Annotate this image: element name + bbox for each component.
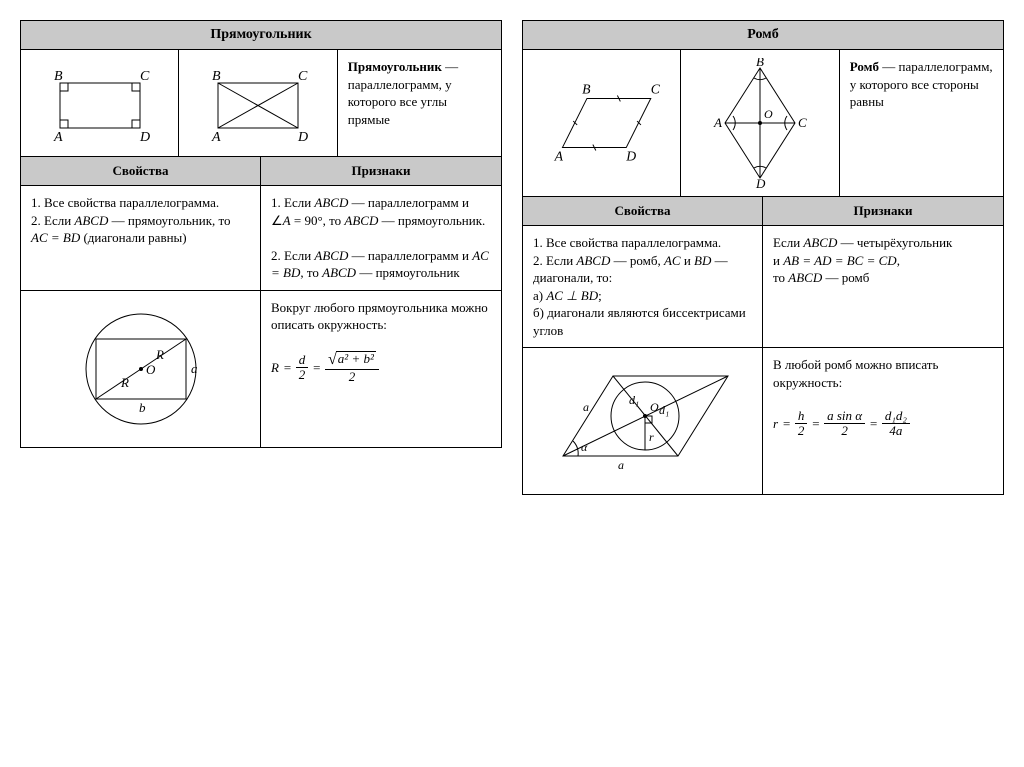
svg-text:D: D: [625, 148, 636, 163]
rect-row-def: B C A D B C A D Прямоугольник — па: [21, 50, 501, 157]
svg-text:d₁: d₁: [629, 393, 639, 407]
rhomb-props-signs: 1. Все свойства параллелограмма. 2. Если…: [523, 226, 1003, 348]
svg-text:A: A: [554, 148, 564, 163]
rhomb-subheaders: Свойства Признаки: [523, 197, 1003, 226]
rhomb-props-text: 1. Все свойства параллелограмма. 2. Если…: [523, 226, 763, 347]
rectangle-title: Прямоугольник: [21, 21, 501, 50]
svg-text:d₁: d₁: [659, 403, 669, 417]
svg-text:a: a: [583, 400, 589, 414]
rhomb-definition: Ромб — параллелограмм, у которого все ст…: [840, 50, 1003, 196]
svg-text:R: R: [120, 375, 129, 390]
rect-def-bold: Прямоугольник: [348, 59, 442, 74]
rhomb-figure-2: B C D A O: [681, 50, 839, 196]
rect-signs-text: 1. Если ABCD — параллелограмм и ∠A = 90°…: [261, 186, 501, 290]
rect-circle-svg: O R R a b: [56, 299, 226, 439]
rhomb-svg-2: B C D A O: [700, 58, 820, 188]
rect-p1: 1. Все свойства параллелограмма.: [31, 195, 219, 210]
svg-text:r: r: [649, 430, 654, 444]
svg-text:O: O: [650, 400, 659, 414]
svg-text:O: O: [764, 107, 773, 121]
rhomb-circle-row: a d₁ d₁ O r α a В любой ромб можно вписа…: [523, 348, 1003, 494]
svg-text:R: R: [155, 347, 164, 362]
rect-circle-fig: O R R a b: [21, 291, 261, 447]
rect-svg-1: B C A D: [40, 58, 160, 148]
rect-figure-angles: B C A D: [21, 50, 179, 156]
rhombus-title: Ромб: [523, 21, 1003, 50]
rhomb-circ-sentence: В любой ромб можно вписать окружность:: [773, 357, 938, 390]
svg-text:C: C: [298, 69, 308, 84]
rect-circle-text: Вокруг любого прямоугольника можно описа…: [261, 291, 501, 447]
svg-text:a: a: [618, 458, 624, 472]
rect-props-text: 1. Все свойства параллелограмма. 2. Если…: [21, 186, 261, 290]
svg-text:D: D: [139, 130, 150, 145]
svg-text:D: D: [297, 130, 308, 145]
svg-text:B: B: [756, 58, 764, 69]
svg-text:b: b: [139, 400, 146, 415]
rhomb-signs-text: Если ABCD — четырёхугольник и AB = AD = …: [763, 226, 1003, 347]
rect-props-header: Свойства: [21, 157, 261, 185]
rect-definition: Прямоугольник — параллелограмм, у которо…: [338, 50, 501, 156]
svg-text:A: A: [713, 115, 722, 130]
svg-text:C: C: [140, 69, 150, 84]
rect-signs-header: Признаки: [261, 157, 501, 185]
rect-props-signs: 1. Все свойства параллелограмма. 2. Если…: [21, 186, 501, 291]
rhomb-props-header: Свойства: [523, 197, 763, 225]
rect-svg-2: B C A D: [198, 58, 318, 148]
svg-text:C: C: [798, 115, 807, 130]
svg-text:B: B: [212, 69, 221, 84]
svg-text:C: C: [651, 82, 661, 97]
svg-text:B: B: [582, 82, 591, 97]
rhomb-circle-text: В любой ромб можно вписать окружность: r…: [763, 348, 1003, 494]
rect-formula: R = d 2 = a² + b² 2: [271, 351, 379, 384]
rhomb-signs-header: Признаки: [763, 197, 1003, 225]
rhomb-circle-fig: a d₁ d₁ O r α a: [523, 348, 763, 494]
rect-circle-row: O R R a b Вокруг любого прямоугольника м…: [21, 291, 501, 447]
svg-text:a: a: [191, 361, 198, 376]
svg-text:B: B: [54, 69, 63, 84]
rhomb-circle-svg: a d₁ d₁ O r α a: [543, 356, 743, 486]
svg-text:A: A: [211, 130, 221, 145]
rect-figure-diag: B C A D: [179, 50, 337, 156]
rhomb-svg-1: B C A D: [533, 73, 670, 173]
svg-text:α: α: [581, 440, 588, 454]
rhomb-def-bold: Ромб: [850, 59, 879, 74]
rhomb-row-def: B C A D B C: [523, 50, 1003, 197]
rhomb-formula: r = h 2 = a sin α 2 = d₁d₂ 4a: [773, 409, 910, 439]
rhombus-panel: Ромб B C A D: [522, 20, 1004, 495]
page: Прямоугольник B C A D: [20, 20, 1004, 495]
rect-subheaders: Свойства Признаки: [21, 157, 501, 186]
svg-text:A: A: [53, 130, 63, 145]
svg-text:O: O: [146, 362, 156, 377]
svg-text:D: D: [755, 176, 766, 188]
rect-circ-sentence: Вокруг любого прямоугольника можно описа…: [271, 300, 488, 333]
rhomb-p1: 1. Все свойства параллелограмма.: [533, 235, 721, 250]
rectangle-panel: Прямоугольник B C A D: [20, 20, 502, 448]
rhomb-figure-1: B C A D: [523, 50, 681, 196]
